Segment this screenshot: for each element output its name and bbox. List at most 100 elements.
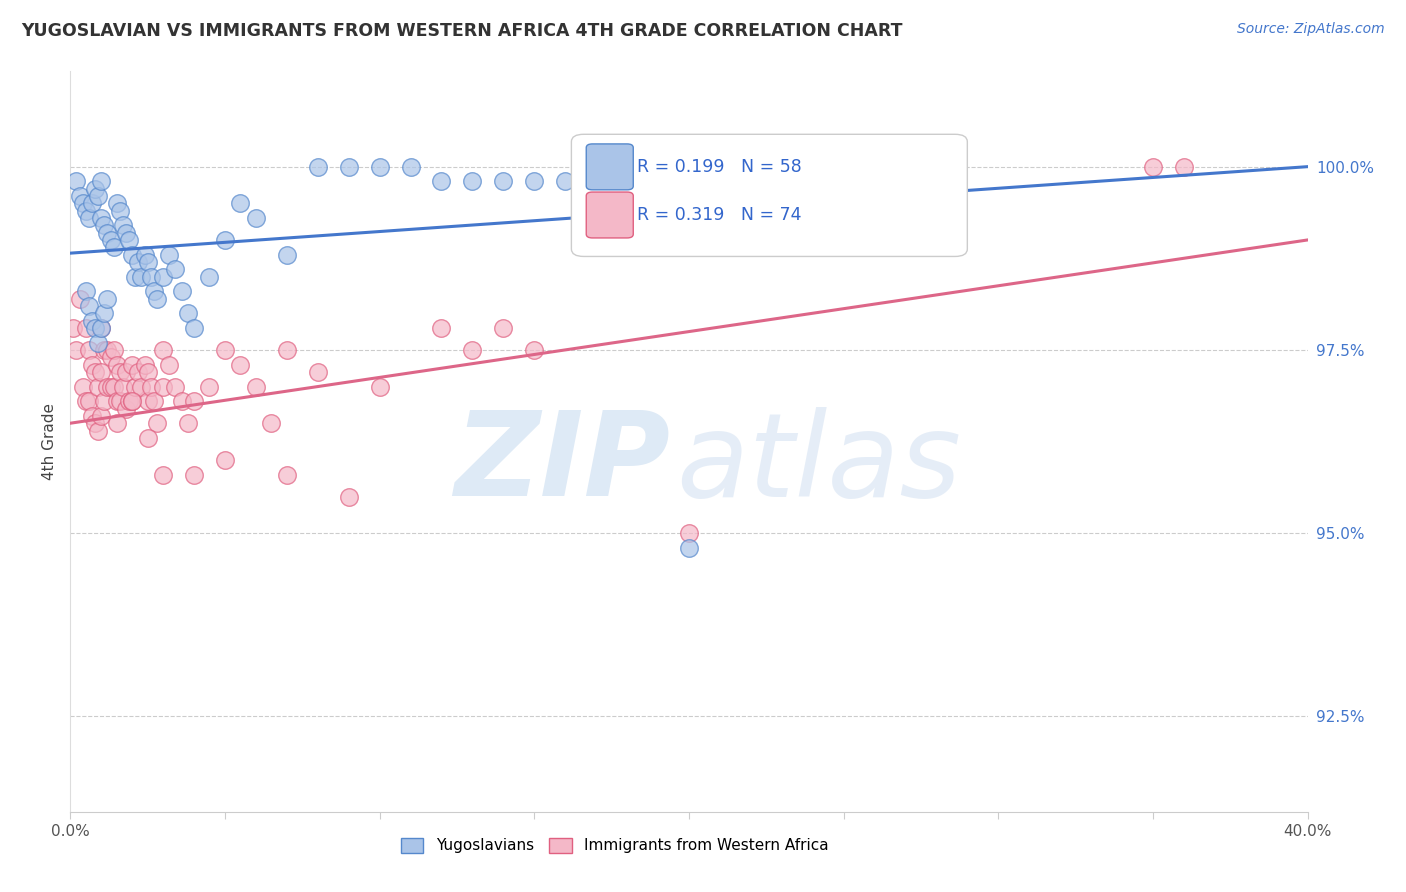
Point xyxy=(65,343,87,357)
Point xyxy=(90,409,112,423)
Point xyxy=(229,358,252,372)
Point xyxy=(146,292,169,306)
Point xyxy=(152,379,174,393)
Point xyxy=(80,409,103,423)
Point xyxy=(523,174,546,188)
FancyBboxPatch shape xyxy=(571,135,967,257)
Point xyxy=(136,365,159,379)
Point xyxy=(152,467,174,482)
Point xyxy=(77,394,100,409)
Point xyxy=(198,269,221,284)
Point xyxy=(214,233,236,247)
Point xyxy=(177,306,200,320)
Point xyxy=(93,219,115,233)
Y-axis label: 4th Grade: 4th Grade xyxy=(42,403,58,480)
Point xyxy=(75,285,97,299)
Point xyxy=(103,343,125,357)
Point xyxy=(96,343,118,357)
Point xyxy=(115,365,138,379)
Point xyxy=(84,365,107,379)
Point xyxy=(75,321,97,335)
Point xyxy=(307,160,329,174)
Point xyxy=(65,174,87,188)
Point xyxy=(523,343,546,357)
Point xyxy=(127,365,149,379)
Point xyxy=(157,247,180,261)
Point xyxy=(96,226,118,240)
Point xyxy=(108,394,131,409)
Point xyxy=(152,269,174,284)
FancyBboxPatch shape xyxy=(586,144,633,190)
Point xyxy=(307,365,329,379)
Point xyxy=(100,379,122,393)
Point xyxy=(214,343,236,357)
Point xyxy=(103,379,125,393)
Point xyxy=(72,196,94,211)
Point xyxy=(183,321,205,335)
Point xyxy=(136,431,159,445)
Point xyxy=(121,394,143,409)
Point xyxy=(461,343,484,357)
Point xyxy=(245,379,267,393)
Point xyxy=(165,262,187,277)
Point xyxy=(276,247,298,261)
Point xyxy=(136,255,159,269)
Point xyxy=(84,416,107,430)
Point xyxy=(1142,160,1164,174)
Point xyxy=(96,292,118,306)
Point xyxy=(118,394,141,409)
Point xyxy=(585,181,607,195)
Point xyxy=(157,358,180,372)
Point xyxy=(260,416,283,430)
Point xyxy=(69,189,91,203)
Point xyxy=(554,174,576,188)
Point xyxy=(121,358,143,372)
Point xyxy=(105,394,128,409)
Point xyxy=(87,379,110,393)
Point xyxy=(430,174,453,188)
Point xyxy=(124,379,146,393)
Point xyxy=(115,401,138,416)
Point xyxy=(368,379,391,393)
Point xyxy=(115,226,138,240)
Point xyxy=(337,160,360,174)
Point xyxy=(96,379,118,393)
Point xyxy=(72,379,94,393)
Text: ZIP: ZIP xyxy=(454,406,671,521)
Point xyxy=(124,269,146,284)
Point xyxy=(337,490,360,504)
Point xyxy=(111,379,134,393)
Text: R = 0.199   N = 58: R = 0.199 N = 58 xyxy=(637,158,801,176)
Point xyxy=(118,233,141,247)
Point xyxy=(142,285,165,299)
Point xyxy=(77,343,100,357)
Point xyxy=(152,343,174,357)
Point xyxy=(131,379,153,393)
Point xyxy=(105,358,128,372)
Point xyxy=(111,219,134,233)
Point xyxy=(108,365,131,379)
Point xyxy=(100,350,122,364)
Point xyxy=(105,196,128,211)
Point xyxy=(1173,160,1195,174)
Point xyxy=(75,203,97,218)
Point xyxy=(276,467,298,482)
Point xyxy=(146,416,169,430)
Point xyxy=(229,196,252,211)
Point xyxy=(80,313,103,327)
Point xyxy=(177,416,200,430)
Text: R = 0.319   N = 74: R = 0.319 N = 74 xyxy=(637,206,801,224)
Text: Source: ZipAtlas.com: Source: ZipAtlas.com xyxy=(1237,22,1385,37)
Point xyxy=(461,174,484,188)
Point xyxy=(170,285,193,299)
Point xyxy=(103,240,125,254)
Point xyxy=(139,379,162,393)
Point xyxy=(121,247,143,261)
Point xyxy=(80,358,103,372)
Point xyxy=(90,211,112,225)
Point xyxy=(276,343,298,357)
Point xyxy=(87,189,110,203)
Point xyxy=(87,424,110,438)
Legend: Yugoslavians, Immigrants from Western Africa: Yugoslavians, Immigrants from Western Af… xyxy=(395,831,835,860)
Point xyxy=(198,379,221,393)
